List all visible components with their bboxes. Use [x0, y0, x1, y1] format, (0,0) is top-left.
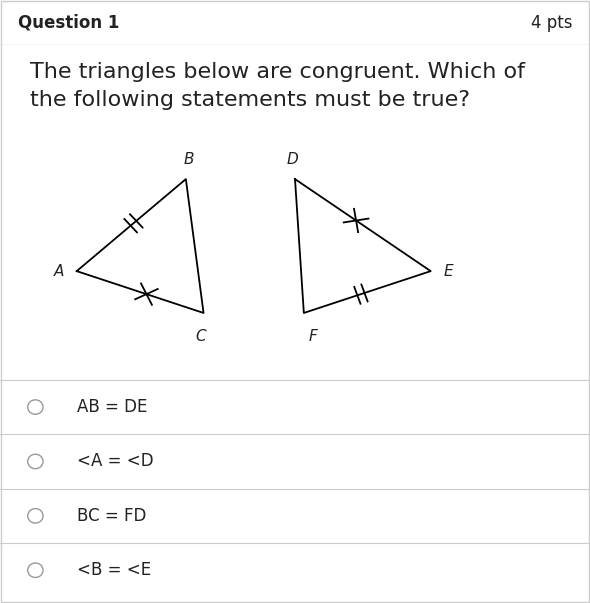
Text: E: E — [444, 264, 453, 279]
Text: F: F — [309, 329, 317, 344]
Text: <B = <E: <B = <E — [77, 561, 151, 579]
Text: AB = DE: AB = DE — [77, 398, 147, 416]
Text: B: B — [183, 152, 194, 167]
Text: <A = <D: <A = <D — [77, 452, 153, 470]
Text: BC = FD: BC = FD — [77, 507, 146, 525]
Text: C: C — [195, 329, 206, 344]
Text: D: D — [286, 152, 298, 167]
Text: 4 pts: 4 pts — [531, 14, 572, 31]
Text: Question 1: Question 1 — [18, 14, 119, 31]
Text: The triangles below are congruent. Which of
the following statements must be tru: The triangles below are congruent. Which… — [30, 62, 525, 110]
Text: A: A — [54, 264, 64, 279]
